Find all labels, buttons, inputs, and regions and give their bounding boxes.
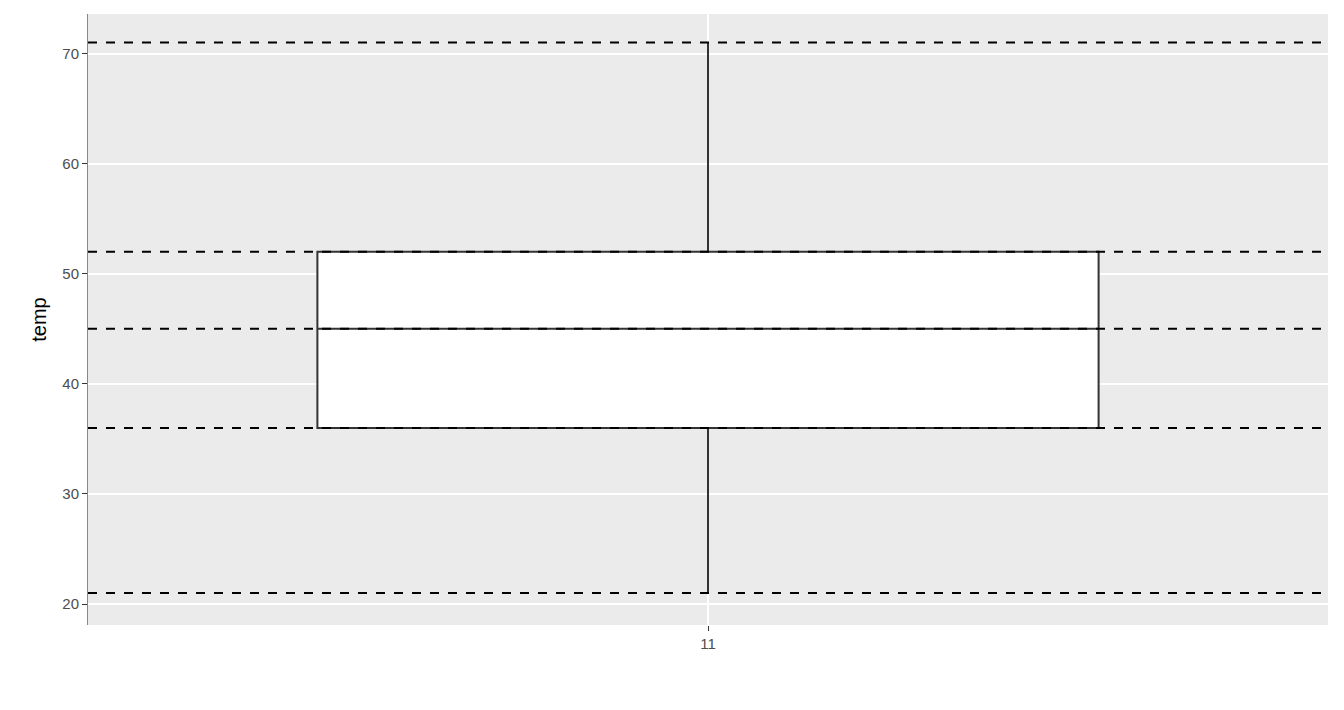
- svg-text:50: 50: [62, 265, 79, 282]
- svg-text:60: 60: [62, 155, 79, 172]
- svg-text:30: 30: [62, 485, 79, 502]
- svg-text:11: 11: [700, 635, 716, 652]
- svg-text:70: 70: [62, 45, 79, 62]
- svg-text:40: 40: [62, 375, 79, 392]
- svg-text:temp: temp: [28, 297, 50, 341]
- svg-text:20: 20: [62, 595, 79, 612]
